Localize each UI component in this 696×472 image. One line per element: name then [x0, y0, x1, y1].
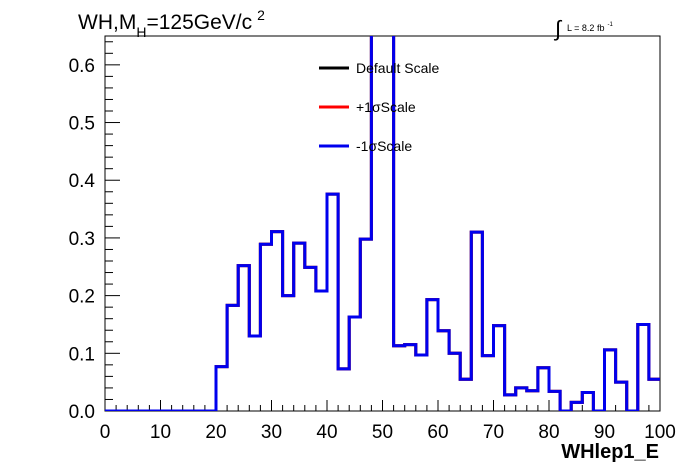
lumi-text: L = 8.2 fb	[567, 23, 604, 33]
title-superscript: 2	[257, 7, 265, 23]
lumi-integral-sign: ∫	[553, 16, 563, 41]
axes: 0.0 0.1 0.2 0.3 0.4 0.5 0.6 0 10 20 30 40 50 60 70 80 90…	[69, 41, 676, 443]
x-tick-label: 10	[150, 422, 171, 443]
legend-label-2: -1σScale	[356, 138, 412, 154]
x-tick-label: 60	[427, 422, 448, 443]
plot-frame	[104, 35, 661, 412]
y-tick-label: 0.2	[69, 287, 95, 308]
x-tick-label: 90	[594, 422, 615, 443]
legend-label-0: Default Scale	[356, 60, 439, 76]
y-tick-label: 0.0	[69, 402, 95, 423]
x-tick-label: 70	[483, 422, 504, 443]
x-tick-label: 20	[205, 422, 226, 443]
title-after: =125GeV/c	[146, 11, 252, 34]
title-subscript: H	[136, 24, 146, 40]
series-group	[105, 36, 660, 411]
lumi-superscript: -1	[607, 22, 613, 28]
x-tick-label: 30	[261, 422, 282, 443]
lumi-label: L = 8.2 fb -1	[567, 22, 613, 33]
y-tick-label: 0.5	[69, 114, 95, 135]
chart-title: WH,MH=125GeV/c 2	[78, 7, 265, 40]
legend-label-1: +1σScale	[356, 99, 416, 115]
y-tick-label: 0.4	[69, 171, 96, 192]
series-line-2	[105, 36, 660, 411]
x-tick-label: 100	[644, 422, 676, 443]
y-tick-label: 0.6	[69, 56, 95, 77]
x-tick-label: 50	[372, 422, 393, 443]
title-main: WH,M	[78, 11, 136, 34]
x-axis-label: WHlep1_E	[561, 441, 659, 463]
x-tick-label: 0	[100, 422, 111, 443]
x-tick-label: 80	[538, 422, 559, 443]
legend: Default Scale +1σScale -1σScale	[319, 60, 439, 154]
y-tick-label: 0.1	[69, 344, 95, 365]
y-tick-label: 0.3	[69, 229, 95, 250]
x-tick-label: 40	[316, 422, 337, 443]
